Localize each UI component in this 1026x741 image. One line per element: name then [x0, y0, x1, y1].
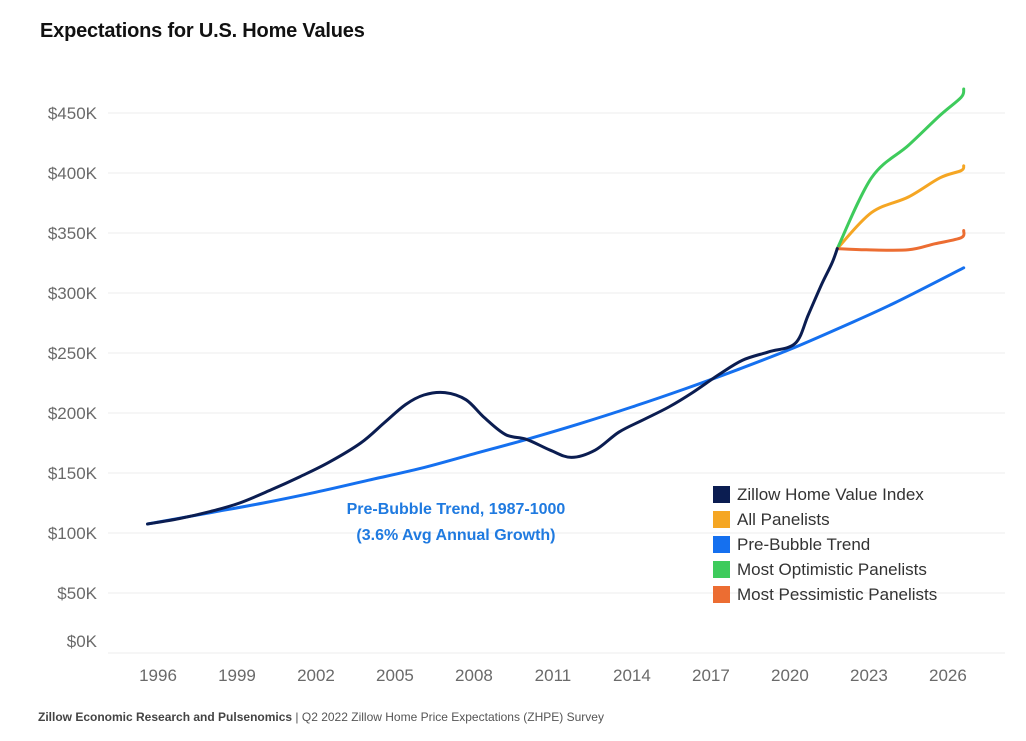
y-tick-label: $350K — [48, 224, 98, 243]
legend-label: Zillow Home Value Index — [737, 484, 924, 504]
legend-label: Pre-Bubble Trend — [737, 534, 871, 554]
x-tick-label: 2023 — [850, 666, 888, 685]
series-line-pre-bubble-trend — [146, 266, 966, 526]
source-footer: Zillow Economic Research and Pulsenomics… — [38, 710, 604, 724]
legend-swatch — [713, 511, 730, 528]
y-tick-label: $200K — [48, 404, 98, 423]
legend-label: Most Pessimistic Panelists — [737, 584, 938, 604]
legend-item-most-pessimistic: Most Pessimistic Panelists — [713, 582, 937, 607]
x-tick-label: 2002 — [297, 666, 335, 685]
source-bold: Zillow Economic Research and Pulsenomics — [38, 710, 293, 724]
legend-item-pre-bubble-trend: Pre-Bubble Trend — [713, 532, 937, 557]
series-line-most-optimistic — [835, 87, 966, 251]
y-tick-label: $250K — [48, 344, 98, 363]
y-tick-label: $300K — [48, 284, 98, 303]
legend-item-zhvi: Zillow Home Value Index — [713, 482, 937, 507]
x-tick-label: 2005 — [376, 666, 414, 685]
legend-swatch — [713, 536, 730, 553]
x-tick-label: 1996 — [139, 666, 177, 685]
series-line-zhvi — [146, 247, 839, 526]
legend-swatch — [713, 561, 730, 578]
series-line-all-panelists — [835, 164, 966, 251]
x-axis-ticks: 1996 1999 2002 2005 2008 2011 2014 2017 2020 2023… — [139, 666, 967, 685]
x-tick-label: 2014 — [613, 666, 651, 685]
y-tick-label: $50K — [57, 584, 97, 603]
y-tick-label: $450K — [48, 104, 98, 123]
x-tick-label: 1999 — [218, 666, 256, 685]
y-tick-label: $150K — [48, 464, 98, 483]
chart-title: Expectations for U.S. Home Values — [40, 20, 365, 42]
legend-swatch — [713, 586, 730, 603]
legend-item-all-panelists: All Panelists — [713, 507, 937, 532]
x-tick-label: 2017 — [692, 666, 730, 685]
y-tick-label: $400K — [48, 164, 98, 183]
trend-annotation-line2: (3.6% Avg Annual Growth) — [356, 527, 555, 544]
y-tick-label: $100K — [48, 524, 98, 543]
x-tick-label: 2020 — [771, 666, 809, 685]
y-tick-label: $0K — [67, 632, 98, 651]
series-line-most-pessimistic — [835, 229, 966, 252]
gridlines — [108, 112, 1005, 654]
series-lines — [146, 87, 966, 526]
x-tick-label: 2008 — [455, 666, 493, 685]
legend-swatch — [713, 486, 730, 503]
legend-label: All Panelists — [737, 509, 830, 529]
source-rest: | Q2 2022 Zillow Home Price Expectations… — [292, 710, 604, 724]
y-axis-ticks: $0K $50K $100K $150K $200K $250K $300K $350K $40… — [48, 104, 98, 651]
x-tick-label: 2026 — [929, 666, 967, 685]
legend-label: Most Optimistic Panelists — [737, 559, 927, 579]
legend-item-most-optimistic: Most Optimistic Panelists — [713, 557, 937, 582]
trend-annotation-line1: Pre-Bubble Trend, 1987-1000 — [347, 501, 566, 518]
x-tick-label: 2011 — [535, 666, 572, 685]
chart-legend: Zillow Home Value Index All Panelists Pre-… — [713, 482, 937, 607]
